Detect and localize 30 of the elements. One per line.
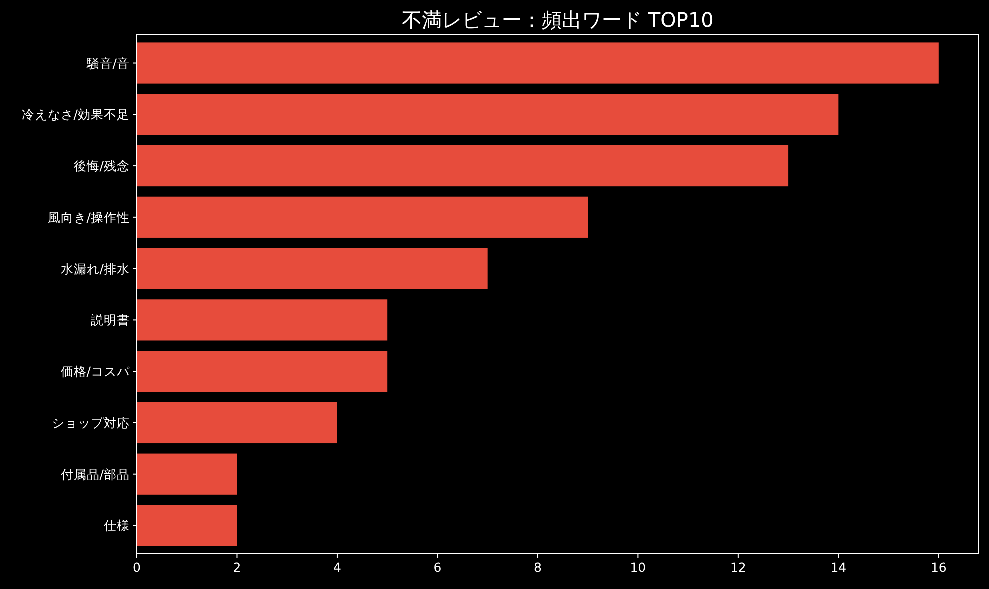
y-tick-label: 冷えなさ/効果不足 (22, 107, 130, 122)
x-tick-label: 4 (334, 560, 342, 575)
bar (137, 402, 338, 444)
y-tick-label: 水漏れ/排水 (60, 261, 130, 276)
y-tick-label: 風向き/操作性 (48, 210, 130, 225)
x-tick-label: 12 (730, 560, 746, 575)
bar (137, 145, 789, 187)
bar (137, 94, 839, 136)
x-tick-label: 10 (630, 560, 646, 575)
x-tick-label: 6 (434, 560, 442, 575)
x-tick-label: 2 (233, 560, 242, 575)
x-tick-label: 0 (133, 560, 142, 575)
y-tick-label: 説明書 (91, 312, 130, 328)
y-tick-label: 仕様 (103, 518, 130, 534)
y-tick-label: 後悔/残念 (74, 158, 130, 174)
y-tick-label: 価格/コスパ (60, 364, 131, 380)
x-tick-label: 14 (830, 560, 847, 575)
y-tick-label: ショップ対応 (52, 415, 130, 430)
bar (137, 42, 939, 84)
y-tick-label: 騒音/音 (86, 56, 130, 71)
x-tick-label: 8 (534, 560, 542, 575)
x-tick-label: 16 (930, 560, 947, 575)
bar (137, 454, 238, 495)
bar (137, 196, 588, 238)
bar (137, 300, 388, 341)
bar (137, 505, 238, 546)
bar (137, 248, 488, 290)
y-tick-label: 付属品/部品 (60, 466, 130, 482)
chart-title: 不満レビュー：頻出ワード TOP10 (402, 8, 714, 32)
bar (137, 351, 388, 392)
